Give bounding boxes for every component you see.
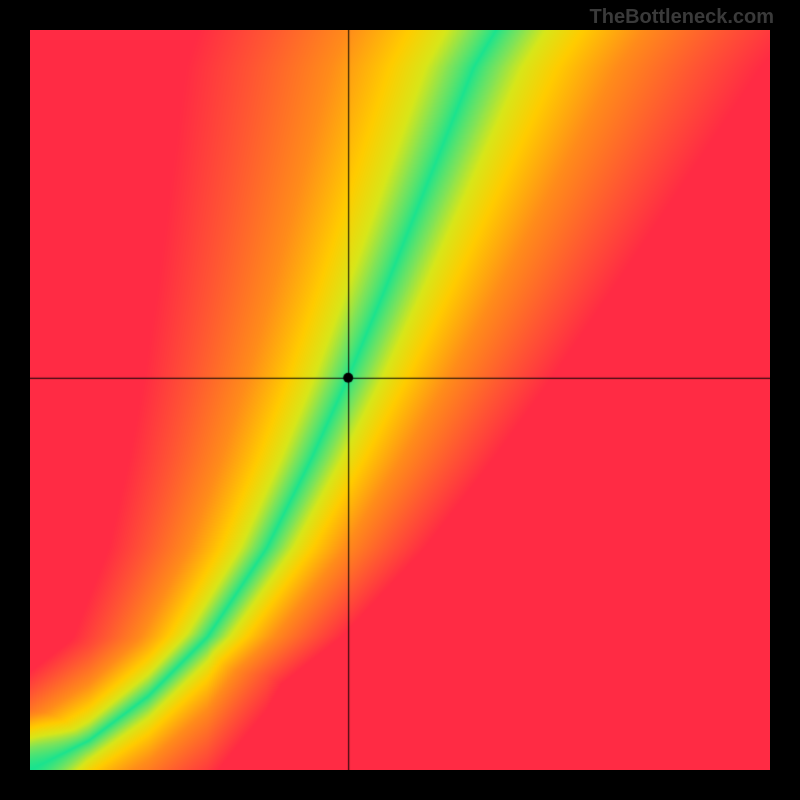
heatmap-canvas <box>30 30 770 770</box>
attribution-label: TheBottleneck.com <box>590 6 774 29</box>
chart-container: TheBottleneck.com <box>0 0 800 800</box>
heatmap-plot <box>30 30 770 770</box>
